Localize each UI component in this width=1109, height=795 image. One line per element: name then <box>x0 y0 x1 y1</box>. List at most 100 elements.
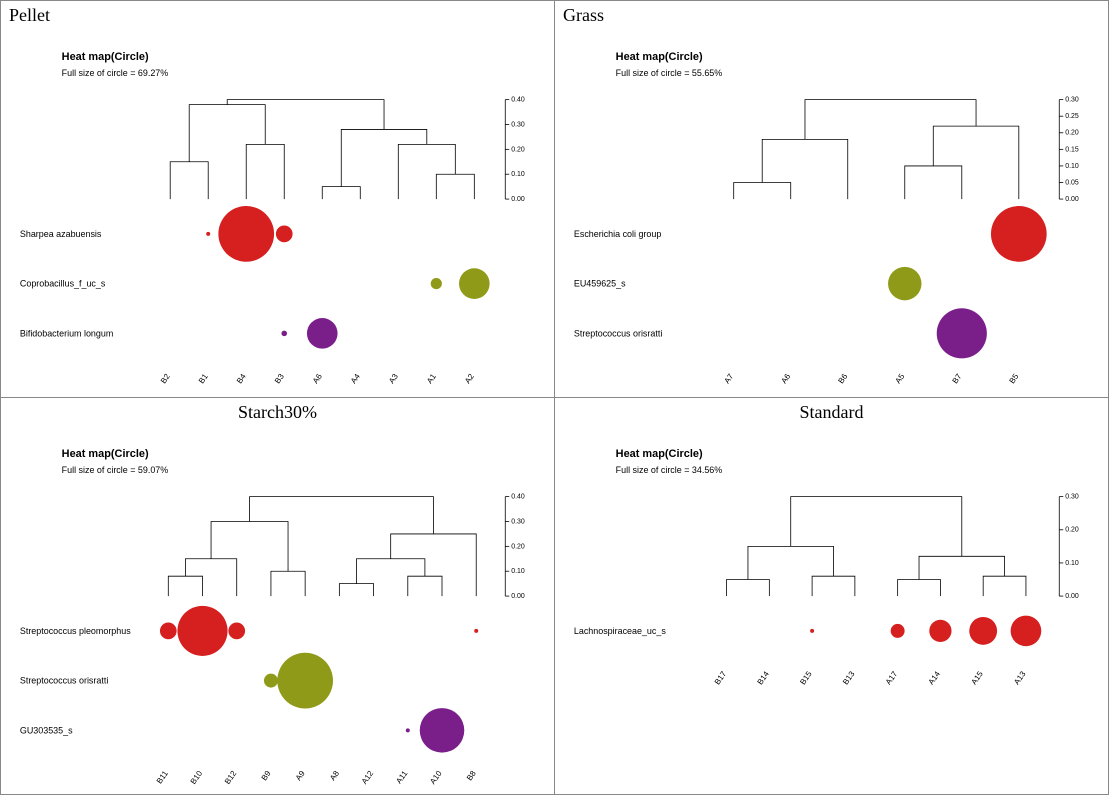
row-label: Streptococcus orisratti <box>20 676 108 686</box>
heat-circle <box>406 728 410 732</box>
dendro-tick: 0.20 <box>1065 130 1079 137</box>
chart-title: Heat map(Circle) <box>62 51 149 63</box>
chart-pellet: Heat map(Circle) Full size of circle = 69… <box>1 30 554 398</box>
heat-circle <box>276 226 293 243</box>
heatmap-circles <box>206 206 489 349</box>
row-label: EU459625_s <box>574 279 626 289</box>
heat-circle <box>888 267 921 300</box>
dendro-tick: 0.40 <box>511 97 525 104</box>
column-label: A6 <box>779 372 792 386</box>
heatmap-svg: Heat map(Circle) Full size of circle = 55… <box>555 30 1108 398</box>
chart-title: Heat map(Circle) <box>62 448 149 460</box>
heat-circle <box>307 318 338 349</box>
column-label: B14 <box>756 669 772 686</box>
dendrogram <box>168 497 476 596</box>
column-label: B5 <box>1008 372 1021 386</box>
dendro-tick: 0.15 <box>1065 146 1079 153</box>
cell-standard: Standard Heat map(Circle)Full size of ci… <box>555 398 1109 795</box>
heat-circle <box>206 232 210 236</box>
row-label: Streptococcus pleomorphus <box>20 626 131 636</box>
chart-subtitle: Full size of circle = 34.56% <box>616 465 723 475</box>
row-label: Lachnospiraceae_uc_s <box>574 626 666 636</box>
heat-circle <box>937 308 987 358</box>
dendro-tick: 0.10 <box>1065 163 1079 170</box>
column-label: B17 <box>713 669 729 686</box>
column-label: A1 <box>425 372 438 386</box>
row-label: Coprobacillus_f_uc_s <box>20 279 106 289</box>
heat-circle <box>891 624 905 638</box>
row-label: Streptococcus orisratti <box>574 328 662 338</box>
panel-title: Starch30% <box>1 398 554 427</box>
chart-subtitle: Full size of circle = 55.65% <box>616 68 723 78</box>
column-label: A11 <box>394 769 409 786</box>
dendro-tick: 0.20 <box>511 543 525 550</box>
column-label: B9 <box>260 769 273 783</box>
dendro-tick: 0.25 <box>1065 113 1079 120</box>
dendro-tick: 0.30 <box>1065 494 1079 501</box>
column-label: A7 <box>722 372 735 386</box>
heat-circle <box>929 620 951 642</box>
column-label: A17 <box>884 669 900 686</box>
heat-circle <box>459 268 490 299</box>
column-label: B12 <box>223 769 239 786</box>
panel-title: Pellet <box>1 1 554 30</box>
heat-circle <box>1011 616 1042 647</box>
column-label: A15 <box>969 669 985 686</box>
dendrogram <box>170 100 474 199</box>
column-label: A6 <box>311 372 324 386</box>
heat-circle <box>264 674 278 688</box>
dendro-tick: 0.30 <box>511 121 525 128</box>
column-label: A2 <box>463 372 476 386</box>
column-label: B1 <box>197 372 210 386</box>
dendro-tick: 0.00 <box>1065 196 1079 203</box>
heat-circle <box>160 623 177 640</box>
column-label: A10 <box>428 769 444 786</box>
dendro-tick: 0.30 <box>511 518 525 525</box>
heat-circle <box>420 708 465 753</box>
column-label: B15 <box>798 669 814 686</box>
row-label: Escherichia coli group <box>574 229 661 239</box>
row-label: Sharpea azabuensis <box>20 229 102 239</box>
panel-title: Grass <box>555 1 1108 30</box>
column-label: B8 <box>465 769 478 783</box>
dendro-tick: 0.00 <box>1065 593 1079 600</box>
dendro-tick: 0.20 <box>511 146 525 153</box>
dendro-tick: 0.00 <box>511 196 525 203</box>
panel-title: Standard <box>555 398 1108 427</box>
chart-subtitle: Full size of circle = 69.27% <box>62 68 169 78</box>
heatmap-circles <box>160 606 478 753</box>
row-label: GU303535_s <box>20 725 73 735</box>
dendro-tick: 0.20 <box>1065 527 1079 534</box>
chart-starch: Heat map(Circle)Full size of circle = 59… <box>1 427 554 795</box>
dendrogram <box>734 100 1019 199</box>
heat-circle <box>991 206 1047 262</box>
column-label: A3 <box>387 372 400 386</box>
heat-circle <box>969 617 997 645</box>
column-label: B11 <box>155 769 170 786</box>
heat-circle <box>431 278 442 289</box>
chart-title: Heat map(Circle) <box>616 51 703 63</box>
heat-circle <box>474 629 478 633</box>
heat-circle <box>277 653 333 709</box>
column-label: A14 <box>927 669 943 686</box>
column-label: B2 <box>159 372 172 386</box>
heat-circle <box>218 206 274 262</box>
dendro-tick: 0.10 <box>1065 560 1079 567</box>
dendro-tick: 0.10 <box>511 171 525 178</box>
cell-grass: Grass Heat map(Circle) Full size of circl… <box>555 1 1109 398</box>
column-label: B3 <box>273 372 286 386</box>
dendro-tick: 0.00 <box>511 593 525 600</box>
row-label: Bifidobacterium longum <box>20 328 113 338</box>
column-label: B7 <box>950 372 963 386</box>
column-label: A12 <box>360 769 376 786</box>
column-label: B10 <box>189 769 205 786</box>
dendrogram <box>727 497 1026 596</box>
dendro-tick: 0.10 <box>511 568 525 575</box>
heatmap-circles <box>888 206 1047 358</box>
column-label: A4 <box>349 372 362 386</box>
cell-starch: Starch30% Heat map(Circle)Full size of c… <box>1 398 555 795</box>
cell-pellet: Pellet Heat map(Circle) Full size of circ… <box>1 1 555 398</box>
heat-circle <box>810 629 814 633</box>
heat-circle <box>228 623 245 640</box>
column-label: B6 <box>836 372 849 386</box>
